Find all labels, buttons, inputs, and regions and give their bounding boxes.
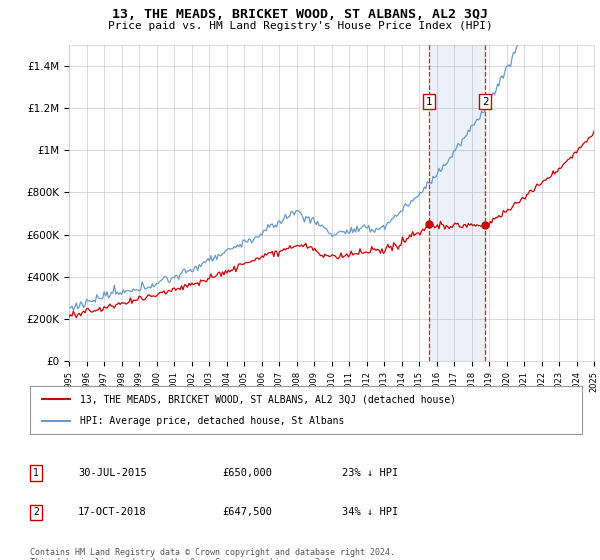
Text: 13, THE MEADS, BRICKET WOOD, ST ALBANS, AL2 3QJ (detached house): 13, THE MEADS, BRICKET WOOD, ST ALBANS, … — [80, 394, 455, 404]
Text: 23% ↓ HPI: 23% ↓ HPI — [342, 468, 398, 478]
Text: 34% ↓ HPI: 34% ↓ HPI — [342, 507, 398, 517]
Text: Contains HM Land Registry data © Crown copyright and database right 2024.
This d: Contains HM Land Registry data © Crown c… — [30, 548, 395, 560]
Text: 2: 2 — [482, 97, 488, 107]
Text: £650,000: £650,000 — [222, 468, 272, 478]
Text: 30-JUL-2015: 30-JUL-2015 — [78, 468, 147, 478]
Bar — [429, 45, 485, 361]
Text: HPI: Average price, detached house, St Albans: HPI: Average price, detached house, St A… — [80, 416, 344, 426]
Text: 1: 1 — [426, 97, 433, 107]
Text: Price paid vs. HM Land Registry's House Price Index (HPI): Price paid vs. HM Land Registry's House … — [107, 21, 493, 31]
Text: 13, THE MEADS, BRICKET WOOD, ST ALBANS, AL2 3QJ: 13, THE MEADS, BRICKET WOOD, ST ALBANS, … — [112, 8, 488, 21]
Text: 2: 2 — [33, 507, 39, 517]
Text: £647,500: £647,500 — [222, 507, 272, 517]
Text: 17-OCT-2018: 17-OCT-2018 — [78, 507, 147, 517]
Text: 1: 1 — [33, 468, 39, 478]
